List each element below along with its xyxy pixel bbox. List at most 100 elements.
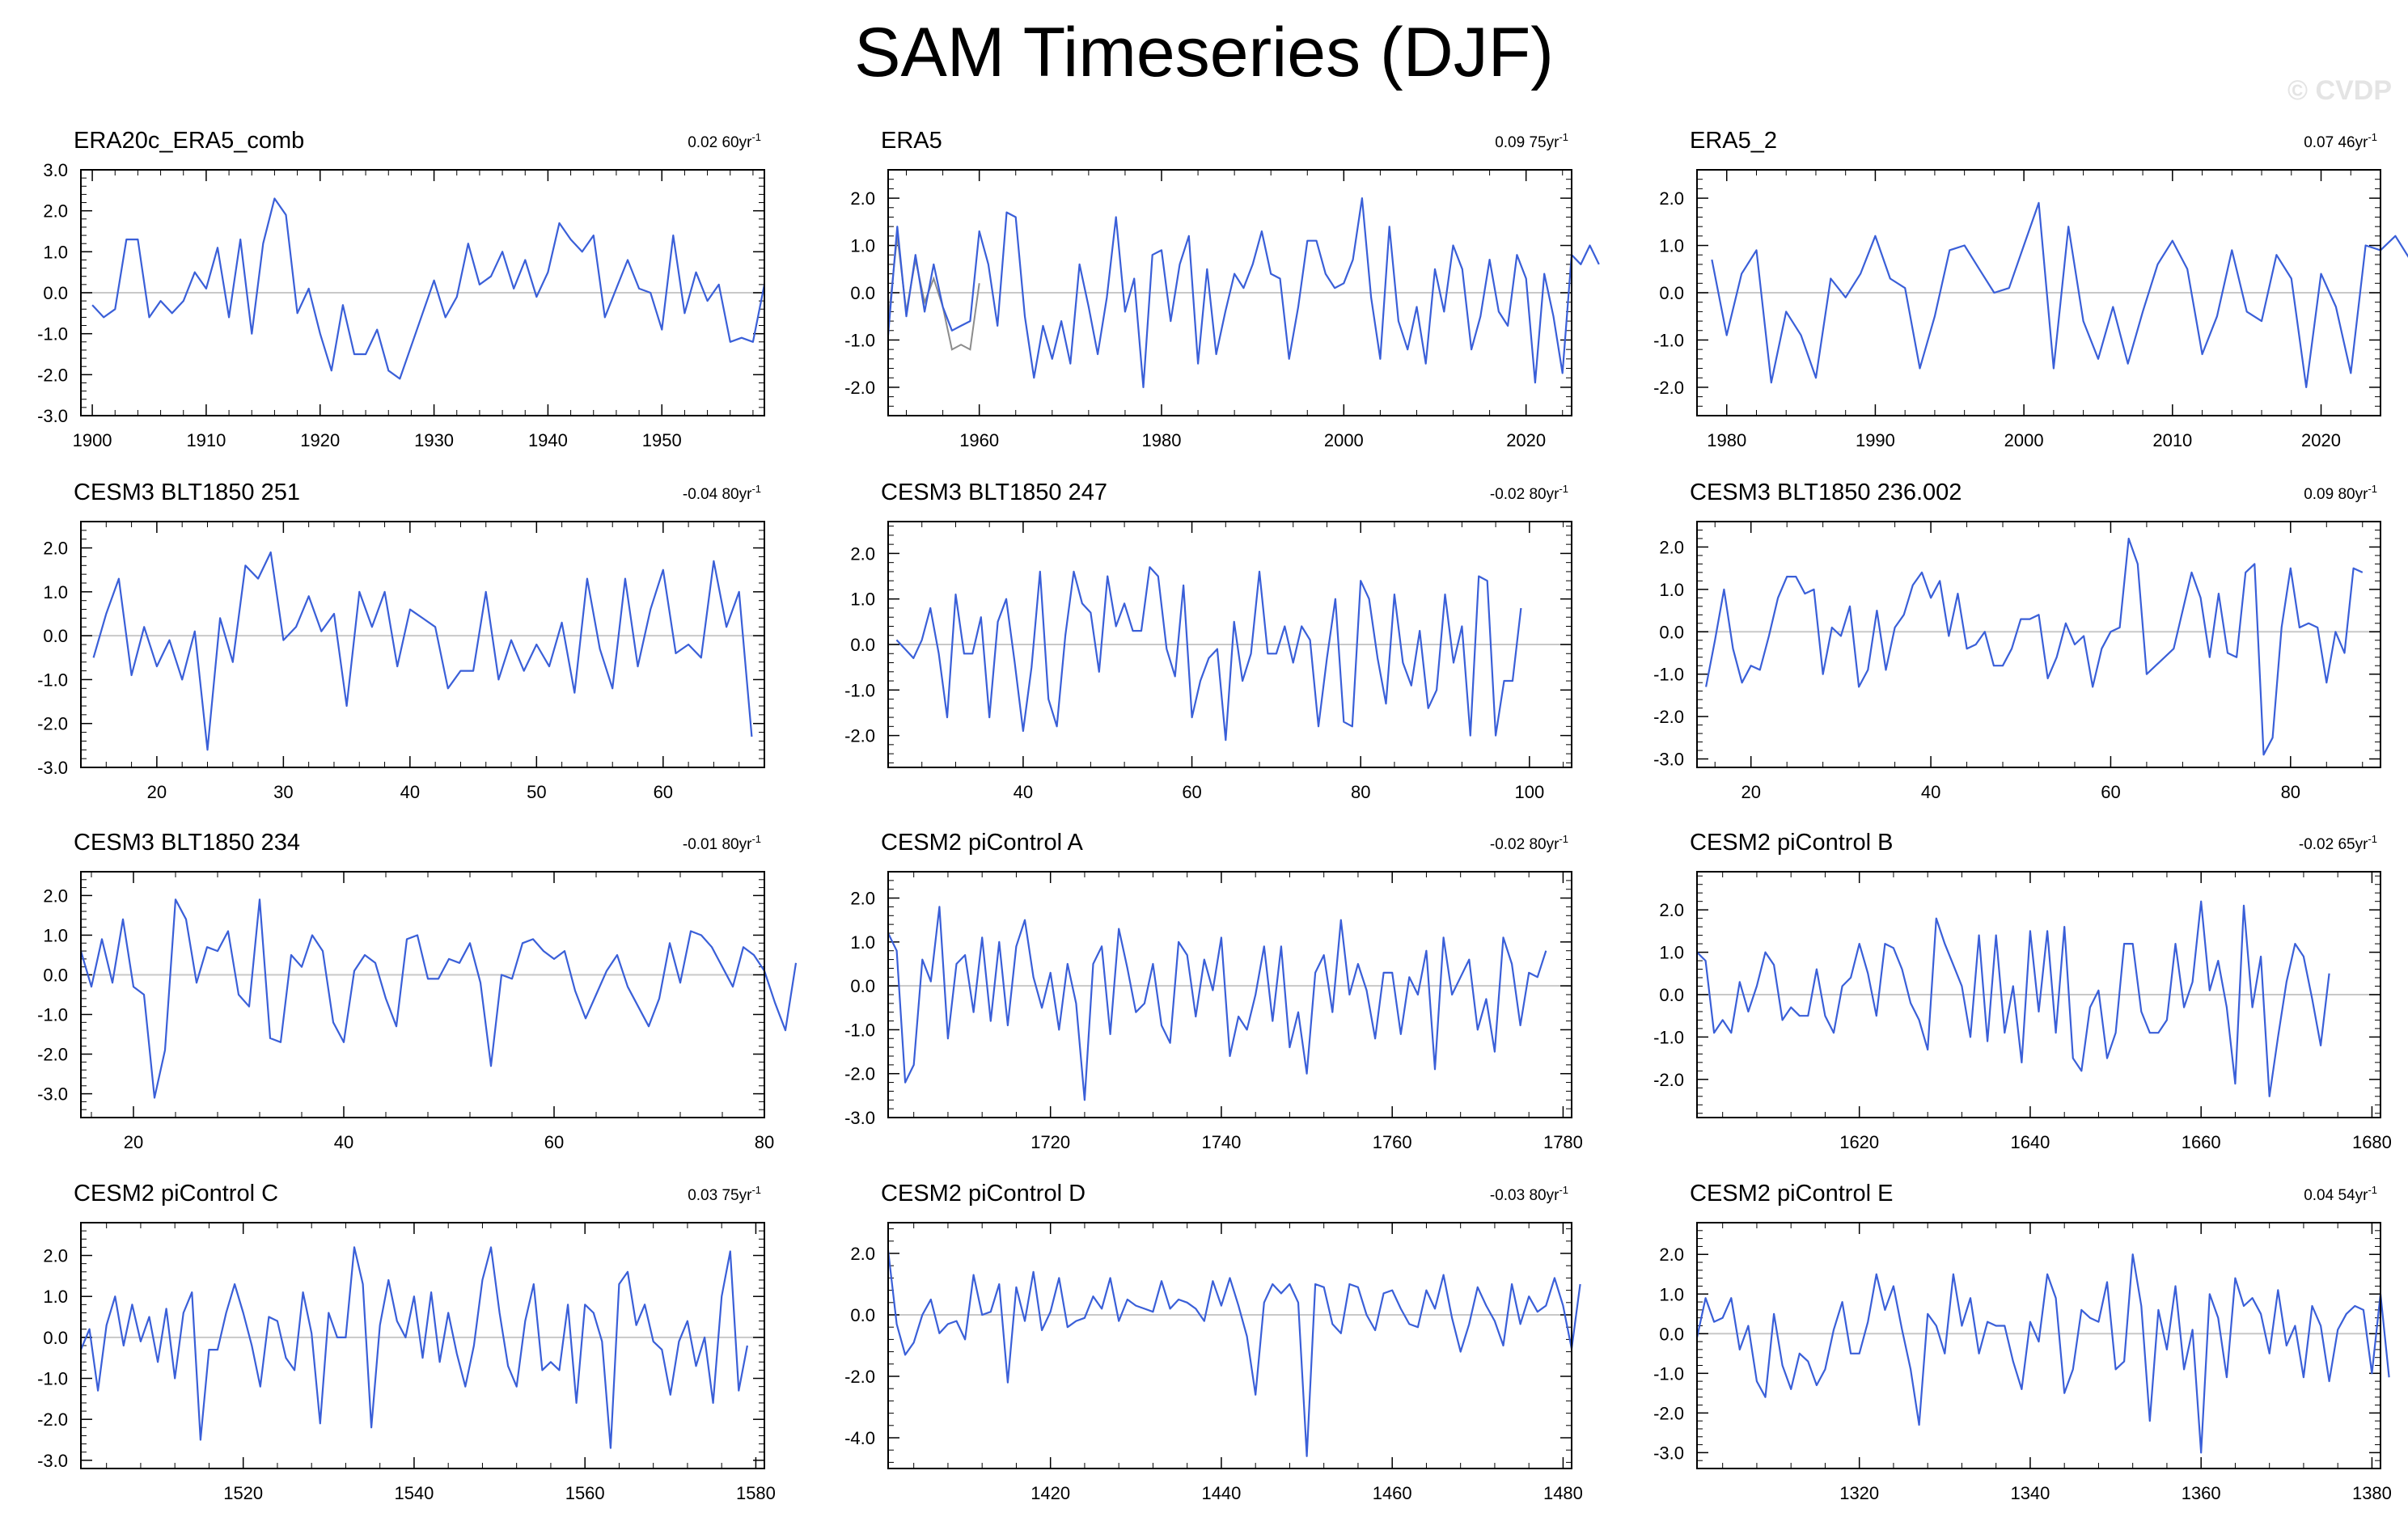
trend-value: 0.04 (2304, 1187, 2338, 1204)
xtick-label: 1990 (1856, 430, 1895, 450)
trend-period: 80yr (1529, 486, 1559, 503)
trend-value: 0.09 (2304, 486, 2338, 503)
ytick-label: -2.0 (1653, 707, 1684, 727)
plot-frame (1696, 169, 2381, 416)
ytick-label: -2.0 (37, 1409, 68, 1430)
xtick-label: 1960 (959, 430, 999, 450)
ytick-label: 1.0 (1659, 943, 1684, 963)
panel-trend: 0.09 75yr-1 (1495, 131, 1568, 151)
panel-trend: -0.02 80yr-1 (1490, 833, 1568, 853)
panel-trend: 0.09 80yr-1 (2304, 483, 2377, 503)
trend-unit: -1 (2368, 483, 2377, 495)
ytick-label: 0.0 (1659, 1324, 1684, 1344)
panel-trend: -0.02 65yr-1 (2299, 833, 2377, 853)
ytick-label: -1.0 (1653, 330, 1684, 350)
ytick-label: 1.0 (1659, 580, 1684, 600)
trend-period: 80yr (1529, 1187, 1559, 1204)
series-line (1705, 537, 2364, 756)
xtick-label: 2020 (1506, 430, 1546, 450)
series-line (91, 197, 766, 380)
xtick-label: 2010 (2152, 430, 2192, 450)
trend-period: 75yr (1529, 134, 1559, 151)
ytick-label: 1.0 (43, 925, 68, 945)
trend-period: 54yr (2338, 1187, 2368, 1204)
ytick-label: -3.0 (37, 758, 68, 778)
xtick-label: 1320 (1839, 1483, 1879, 1503)
trend-period: 80yr (2338, 486, 2368, 503)
panel-title: CESM2 piControl C (74, 1181, 278, 1206)
panel-trend: 0.03 75yr-1 (688, 1184, 761, 1204)
xtick-label: 40 (1014, 782, 1033, 802)
trend-unit: -1 (1559, 131, 1568, 143)
trend-unit: -1 (1559, 1184, 1568, 1196)
xtick-label: 1980 (1142, 430, 1182, 450)
ytick-label: 2.0 (43, 1246, 68, 1266)
panel-title: ERA5_2 (1690, 128, 1777, 154)
ytick-label: -2.0 (1653, 1070, 1684, 1090)
panel-2: ERA5 0.09 75yr-1 -2.0 -1.0 0.0 1.0 2.0 1960 1980… (844, 128, 1600, 450)
series-line (887, 906, 1547, 1101)
ytick-label: -1.0 (1653, 1363, 1684, 1384)
ytick-label: 0.0 (43, 283, 68, 303)
trend-value: 0.02 (688, 134, 722, 151)
trend-unit: -1 (751, 833, 761, 845)
panel-trend: 0.02 60yr-1 (688, 131, 761, 151)
ytick-label: -3.0 (37, 1084, 68, 1105)
panel-10: CESM2 piControl C 0.03 75yr-1 -3.0 -2.0 -1.0… (37, 1181, 776, 1503)
trend-period: 65yr (2338, 836, 2368, 853)
xtick-label: 1910 (186, 430, 226, 450)
panel-title: CESM2 piControl D (881, 1181, 1086, 1206)
ytick-label: 2.0 (1659, 537, 1684, 557)
xtick-label: 1460 (1373, 1483, 1412, 1503)
ytick-label: 0.0 (850, 283, 875, 303)
ytick-label: 1.0 (1659, 236, 1684, 256)
panel-trend: -0.03 80yr-1 (1490, 1184, 1568, 1204)
ytick-label: -2.0 (37, 714, 68, 734)
panel-title: ERA20c_ERA5_comb (74, 128, 304, 154)
xtick-label: 60 (654, 782, 673, 802)
xtick-label: 40 (1921, 782, 1940, 802)
panel-3: ERA5_2 0.07 46yr-1 -2.0 -1.0 0.0 1.0 2.0 1980 19… (1653, 128, 2408, 450)
series-line (1695, 1253, 2390, 1454)
series-line (1696, 900, 2330, 1097)
ytick-label: 2.0 (43, 201, 68, 222)
xtick-label: 1740 (1201, 1132, 1241, 1152)
ytick-label: 0.0 (43, 965, 68, 985)
series-line (895, 566, 1522, 742)
plot-frame (887, 521, 1572, 768)
xtick-label: 80 (755, 1132, 774, 1152)
ytick-label: -1.0 (844, 1020, 875, 1040)
trend-period: 80yr (1529, 836, 1559, 853)
trend-period: 80yr (722, 836, 752, 853)
xtick-label: 80 (1351, 782, 1370, 802)
ytick-label: 1.0 (850, 932, 875, 953)
trend-value: -0.02 (1490, 836, 1530, 853)
series-line (79, 1246, 748, 1449)
panel-title: CESM2 piControl B (1690, 830, 1893, 856)
panel-trend: -0.02 80yr-1 (1490, 483, 1568, 503)
panel-12: CESM2 piControl E 0.04 54yr-1 -3.0 -2.0 -1.0… (1653, 1181, 2392, 1503)
panel-1: ERA20c_ERA5_comb 0.02 60yr-1 -3.0 -2.0 -1.0 0… (37, 128, 766, 450)
plot-frame (1696, 871, 2381, 1118)
panel-6: CESM3 BLT1850 236.002 0.09 80yr-1 -3.0 -2.0… (1653, 480, 2381, 802)
plot-frame (1696, 1222, 2381, 1469)
ytick-label: -3.0 (37, 1451, 68, 1471)
trend-value: 0.09 (1495, 134, 1529, 151)
ytick-label: 0.0 (43, 626, 68, 646)
trend-value: -0.03 (1490, 1187, 1530, 1204)
series-line (887, 1250, 1581, 1457)
xtick-label: 20 (1741, 782, 1760, 802)
ytick-label: -1.0 (37, 670, 68, 690)
ytick-label: -3.0 (1653, 1443, 1684, 1463)
trend-value: -0.02 (1490, 486, 1530, 503)
xtick-label: 1520 (223, 1483, 263, 1503)
ytick-label: 2.0 (850, 889, 875, 909)
plot-frame (887, 871, 1572, 1118)
trend-unit: -1 (1559, 483, 1568, 495)
xtick-label: 1950 (642, 430, 682, 450)
xtick-label: 1760 (1373, 1132, 1412, 1152)
trend-unit: -1 (2368, 1184, 2377, 1196)
xtick-label: 60 (2101, 782, 2120, 802)
ytick-label: -2.0 (37, 365, 68, 385)
ytick-label: -3.0 (37, 406, 68, 426)
